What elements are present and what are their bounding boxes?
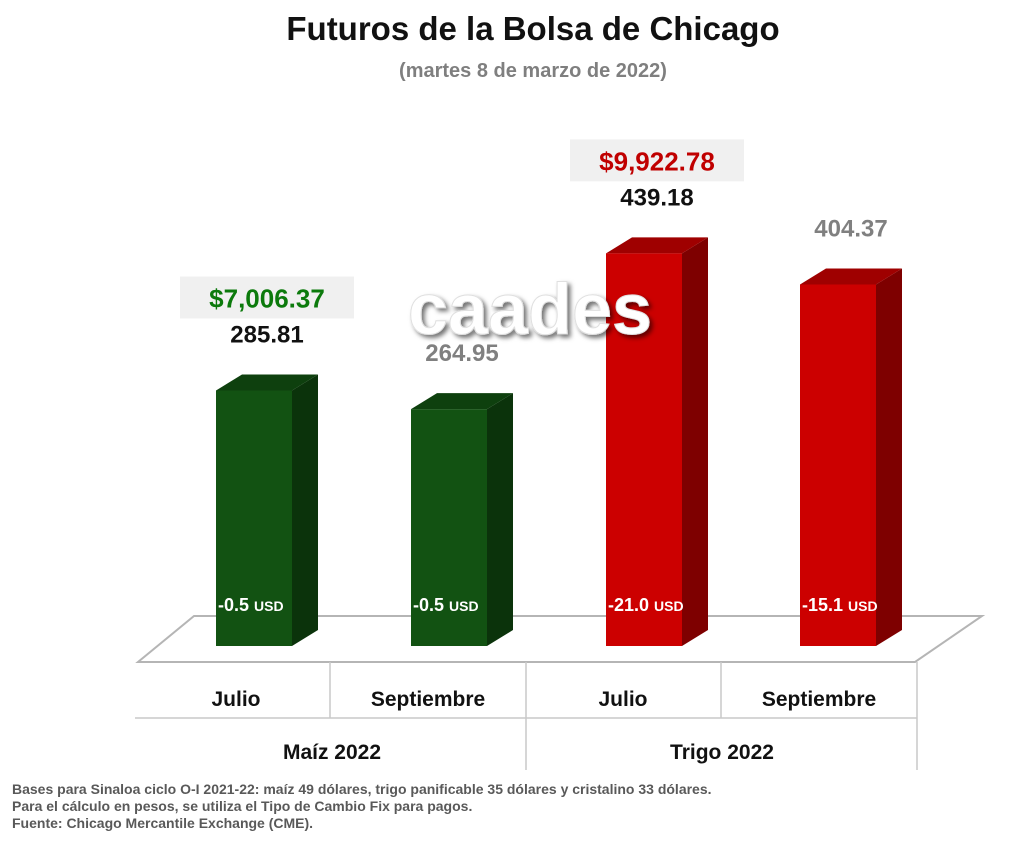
bar-side xyxy=(682,237,708,646)
value-label: 264.95 xyxy=(425,340,498,367)
basis-label: -21.0 USD xyxy=(608,595,684,615)
peso-price-callout: $7,006.37 xyxy=(180,276,354,319)
peso-price-label: $7,006.37 xyxy=(209,283,325,313)
value-label: 439.18 xyxy=(620,184,693,211)
footnote-line: Fuente: Chicago Mercantile Exchange (CME… xyxy=(12,815,314,831)
bar-side xyxy=(487,393,513,646)
peso-price-callout: $9,922.78 xyxy=(570,139,744,182)
basis-label: -15.1 USD xyxy=(802,595,878,615)
chart-title: Futuros de la Bolsa de Chicago xyxy=(286,10,780,47)
watermark-text: caades xyxy=(408,270,652,350)
value-label: 285.81 xyxy=(230,321,303,348)
labels-layer: 285.81 -0.5 USD Julio 264.95 -0.5 USD Septiem… xyxy=(180,139,888,764)
peso-price-box xyxy=(570,139,744,182)
footnotes: Bases para Sinaloa ciclo O-I 2021-22: ma… xyxy=(12,781,712,832)
peso-price-box xyxy=(180,276,354,319)
bar-side xyxy=(292,374,318,646)
category-axis-lines xyxy=(135,662,918,770)
bar xyxy=(411,393,513,646)
bar-front xyxy=(216,390,292,646)
category-label: Septiembre xyxy=(371,688,485,711)
bar-chart: 285.81 -0.5 USD Julio 264.95 -0.5 USD Septiem… xyxy=(135,139,986,770)
bar xyxy=(216,374,318,646)
peso-price-label: $9,922.78 xyxy=(599,146,715,176)
bar-top xyxy=(216,374,318,391)
value-label: 404.37 xyxy=(814,215,887,242)
bar-front xyxy=(411,409,487,646)
basis-label: -0.5 USD xyxy=(218,595,284,615)
bar xyxy=(606,237,708,646)
bar-top xyxy=(800,268,902,285)
group-label: Maíz 2022 xyxy=(283,741,381,764)
bar xyxy=(800,268,902,646)
bar-front xyxy=(606,253,682,646)
bar-front xyxy=(800,284,876,646)
category-label: Julio xyxy=(598,688,647,711)
basis-label: -0.5 USD xyxy=(413,595,479,615)
footnote-line: Bases para Sinaloa ciclo O-I 2021-22: ma… xyxy=(12,781,712,797)
category-label: Septiembre xyxy=(762,688,876,711)
bar-top xyxy=(606,237,708,254)
chart-floor xyxy=(135,615,986,663)
bars-layer xyxy=(216,237,902,646)
footnote-line: Para el cálculo en pesos, se utiliza el … xyxy=(12,798,473,814)
bar-top xyxy=(411,393,513,410)
group-label: Trigo 2022 xyxy=(670,741,774,764)
chart-subtitle: (martes 8 de marzo de 2022) xyxy=(399,60,667,82)
category-label: Julio xyxy=(211,688,260,711)
bar-side xyxy=(876,268,902,646)
